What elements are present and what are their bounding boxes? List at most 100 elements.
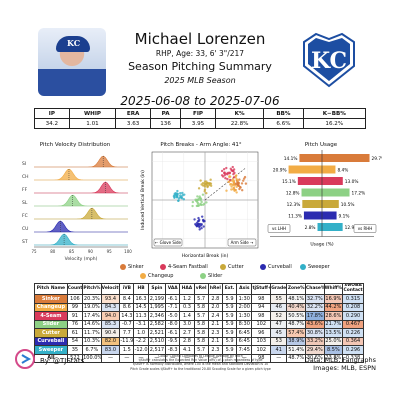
pitch-metric-cell: — [236, 353, 253, 363]
ridge-label: CH [22, 174, 29, 180]
stat-value: 3.63 [115, 118, 152, 129]
pitch-table-header: Count [66, 283, 84, 295]
pitch-metric-cell: 40.4% [286, 302, 306, 312]
pitch-metric-cell: 1.5 [119, 345, 135, 355]
pitch-table-header: Whiff% [323, 283, 344, 295]
velocity-x-tick: 90 [88, 249, 94, 254]
pitch-name-cell: Curveball [34, 336, 68, 346]
pitch-metric-cell: 11.7% [82, 328, 102, 338]
pitch-metric-cell: -6.1 [165, 294, 181, 304]
pitch-metric-cell: 5.7 [193, 345, 209, 355]
pitch-metric-cell: 2,582 [147, 319, 167, 329]
pitch-metric-cell: 76 [66, 319, 84, 329]
pitch-metric-cell: 44.2% [323, 302, 344, 312]
legend-label: Curveball [268, 264, 292, 270]
pitch-metric-cell: 35 [66, 345, 84, 355]
arm-side-box [227, 238, 257, 247]
velocity-x-tick: 100 [124, 249, 132, 254]
break-point [174, 191, 178, 195]
pitch-metric-cell: -8.0 [165, 319, 181, 329]
pitch-metric-cell: 52 [270, 311, 288, 321]
break-point [193, 218, 196, 221]
pitch-metric-cell: 2.4 [207, 311, 223, 321]
break-point [223, 172, 226, 175]
pitch-table-header: Zone% [286, 283, 306, 295]
break-point [196, 195, 199, 198]
break-point [195, 224, 199, 228]
ridge-label: FC [22, 213, 28, 219]
rhh-label: vs RHH [358, 226, 373, 231]
pitch-metric-cell: 102 [251, 345, 272, 355]
pitch-metric-cell: 48.1% [286, 294, 306, 304]
legend-label: 4-Seam Fastball [168, 264, 208, 270]
pitch-metric-cell: 10.3% [82, 336, 102, 346]
stat-value: 136 [150, 118, 182, 129]
velocity-density-curve [34, 155, 128, 168]
break-point [177, 197, 181, 200]
pitch-metric-cell: 0.208 [342, 302, 364, 312]
break-point [224, 176, 227, 180]
break-point [202, 203, 205, 206]
break-point [191, 200, 195, 204]
velocity-x-tick: 75 [31, 249, 37, 254]
pitch-metric-cell: 93.4 [100, 294, 121, 304]
usage-bar-rhh [322, 154, 370, 162]
break-point [231, 165, 234, 169]
usage-label-rhh: 10.5% [341, 202, 355, 208]
break-point [235, 185, 238, 189]
break-point [197, 187, 201, 190]
break-point [235, 191, 238, 194]
pitch-name-cell: Slider [34, 319, 68, 329]
cap-icon: KC [56, 36, 90, 52]
break-point [176, 195, 179, 199]
break-point [236, 179, 239, 182]
usage-label-lhh: 20.9% [273, 168, 287, 174]
pitch-metric-cell: 6:45 [236, 328, 253, 338]
pitch-metric-cell: 2.3 [207, 345, 223, 355]
team-logo-text: KC [311, 48, 347, 74]
pitch-table-row: All 522 100.0% — — — — — — — — — —98—48.7% 30.6% 23.8%… [34, 353, 364, 363]
legend-swatch [220, 264, 226, 270]
break-point [206, 185, 209, 189]
break-point [201, 218, 205, 222]
pitch-table-header: Pitch% [82, 283, 102, 295]
break-point [191, 204, 194, 208]
pitch-metric-cell: -6.1 [165, 328, 181, 338]
pitch-metric-cell: 2,199 [147, 294, 167, 304]
pitch-metrics-table: Pitch Name Count Pitch% Velocity iVB HB Spin VA… [34, 283, 364, 363]
pitch-metric-cell: 29.4% [304, 345, 325, 355]
image-source-line: Images: MLB, ESPN [313, 364, 376, 372]
break-point [232, 186, 236, 189]
pitch-table-header: tjStuff+ [251, 283, 272, 295]
arm-angle-line [204, 168, 246, 201]
break-point [176, 192, 179, 196]
legend-swatch [140, 273, 146, 279]
break-point [201, 193, 205, 196]
break-point [182, 198, 186, 201]
break-point [238, 187, 241, 191]
pitch-table-header: Grade [270, 283, 288, 295]
break-point [176, 189, 179, 193]
pitch-metric-cell: 5.9 [221, 328, 238, 338]
usage-label-rhh: 12.9% [345, 225, 359, 231]
pitch-metric-cell: -2.2 [133, 336, 149, 346]
pitch-metric-cell: 96 [251, 328, 272, 338]
stat-header: PA [150, 108, 182, 119]
usage-panel-title: Pitch Usage [304, 142, 338, 148]
break-point [208, 181, 212, 185]
break-point [230, 169, 234, 172]
pitch-metric-cell: 5.7 [193, 311, 209, 321]
pitch-metric-cell: 5.7 [193, 294, 209, 304]
pitch-metric-cell: 2,510 [147, 336, 167, 346]
break-point [204, 183, 207, 186]
pitch-metric-cell: 2,521 [147, 328, 167, 338]
pitch-metric-cell: 102 [251, 319, 272, 329]
pitch-metric-cell: 1.0 [133, 328, 149, 338]
pitch-metric-cell: 0.3 [179, 302, 195, 312]
pitch-metric-cell: 82.0 [100, 336, 121, 346]
pitch-metric-cell: 5.8 [193, 328, 209, 338]
velocity-density-curve [34, 233, 128, 246]
ridge-label: SI [22, 161, 26, 167]
pitch-metric-cell: -8.3 [165, 345, 181, 355]
